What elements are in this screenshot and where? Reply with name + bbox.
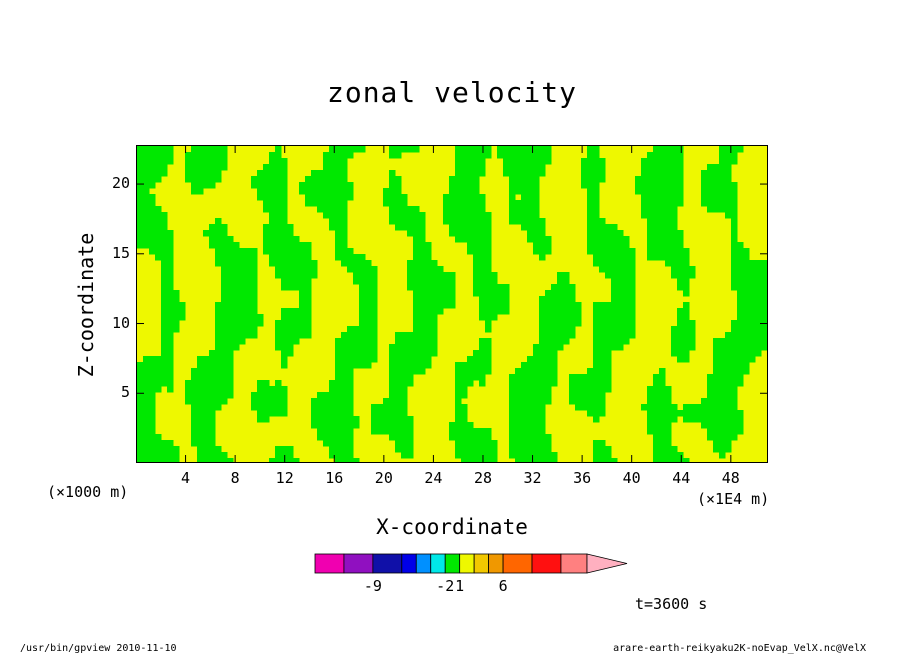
x-axis-title: X-coordinate [376, 515, 528, 539]
x-tick-label: 44 [672, 469, 691, 487]
colorbar-swatch [314, 553, 345, 574]
colorbar-swatch [401, 553, 417, 574]
x-tick-label: 4 [181, 469, 191, 487]
x-tick-label: 48 [721, 469, 740, 487]
colorbar-label: -9 [363, 577, 382, 595]
colorbar-swatch [502, 553, 533, 574]
plot-area [136, 145, 768, 463]
heatmap-canvas [137, 146, 767, 462]
x-tick-label: 16 [325, 469, 344, 487]
y-tick-label: 20 [111, 174, 130, 193]
colorbar-swatch [415, 553, 432, 574]
colorbar-label: 1 [455, 577, 465, 595]
colorbar-swatch [430, 553, 446, 574]
colorbar-swatch [488, 553, 504, 574]
chart-title: zonal velocity [326, 76, 577, 109]
footer-left: /usr/bin/gpview 2010-11-10 [20, 643, 177, 654]
x-tick-label: 8 [230, 469, 240, 487]
colorbar-swatch [343, 553, 374, 574]
y-tick-label: 5 [120, 383, 130, 402]
x-tick-label: 32 [523, 469, 542, 487]
footer-right: arare-earth-reikyaku2K-noEvap_VelX.nc@Ve… [613, 643, 866, 654]
colorbar-swatch [560, 553, 588, 574]
colorbar-swatch [531, 553, 562, 574]
y-tick-label: 15 [111, 243, 130, 262]
field-cells [137, 146, 767, 462]
time-label: t=3600 s [635, 595, 708, 613]
x-tick-label: 20 [374, 469, 393, 487]
y-axis-title: Z-coordinate [74, 232, 98, 378]
colorbar-swatch [473, 553, 490, 574]
colorbar-swatch [372, 553, 403, 574]
colorbar-swatch [459, 553, 475, 574]
x-tick-label: 28 [473, 469, 492, 487]
colorbar-swatch [444, 553, 461, 574]
colorbar-label: 6 [498, 577, 508, 595]
x-tick-label: 40 [622, 469, 641, 487]
y-tick-label: 10 [111, 313, 130, 332]
x-tick-label: 24 [424, 469, 443, 487]
colorbar-extend-arrow [586, 553, 628, 574]
x-tick-label: 36 [573, 469, 592, 487]
colorbar [314, 553, 628, 574]
colorbar-label: -2 [436, 577, 455, 595]
y-unit-label: (×1000 m) [47, 483, 129, 501]
x-unit-label: (×1E4 m) [697, 490, 770, 508]
x-tick-label: 12 [275, 469, 294, 487]
